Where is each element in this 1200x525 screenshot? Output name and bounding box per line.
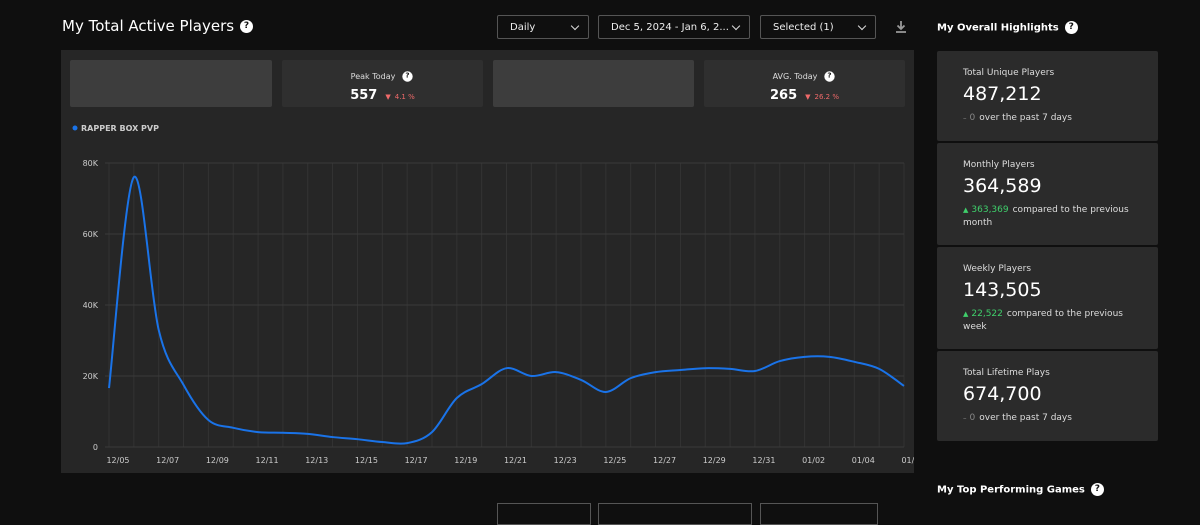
x-tick-label: 12/31 [752, 456, 775, 465]
interval-select[interactable]: Daily [497, 15, 589, 39]
change-note: compared to the previous month [963, 205, 1129, 228]
date-select[interactable]: Dec 5, 2024 - Jan 6, 2... [598, 15, 750, 39]
interval: Daily [510, 22, 536, 33]
help-icon[interactable]: ? [824, 71, 836, 82]
stat-row: 557 ▼ 4.1 % [282, 84, 483, 103]
highlight-label: Monthly Players [963, 160, 1035, 170]
page-title: My Total Active Players [62, 17, 235, 35]
change-value: 363,369 [971, 205, 1009, 215]
select-box[interactable] [598, 503, 752, 525]
trend-icon: ▲ [963, 206, 969, 214]
title-row: My Total Active Players? [62, 17, 254, 35]
x-tick-label: 12/13 [305, 456, 328, 465]
download-icon[interactable] [894, 20, 908, 34]
x-tick-label: 12/19 [454, 456, 477, 465]
highlight-value: 143,505 [963, 279, 1042, 301]
x-tick-label: 12/21 [504, 456, 527, 465]
select-box[interactable] [760, 503, 878, 525]
x-tick-label: 12/09 [206, 456, 229, 465]
help-icon[interactable]: ? [402, 71, 414, 82]
highlight-label: Total Lifetime Plays [963, 368, 1050, 378]
highlight-change: –0 over the past 7 days [963, 112, 1143, 125]
stat-value: 557 [350, 88, 378, 103]
highlight-change: –0 over the past 7 days [963, 412, 1143, 425]
change-value: 22,522 [971, 309, 1003, 319]
series-line [108, 176, 905, 445]
y-tick-label: 80K [83, 159, 99, 168]
highlight-card: Total Lifetime Plays 674,700 –0 over the pa… [937, 351, 1158, 441]
x-tick-label: 01/06 [901, 456, 914, 465]
highlight-change: ▲ 22,522 compared to the previous week [963, 308, 1143, 334]
series-select[interactable]: Selected (1) [760, 15, 876, 39]
trend-icon: – [963, 114, 967, 122]
stat-label: Peak Today [350, 72, 396, 81]
down-arrow: ▼ [385, 93, 391, 101]
stat-card: AVG. Today? 265 ▼ 26.2 % [704, 60, 905, 107]
highlight-value: 364,589 [963, 175, 1042, 197]
stat-row: 265 ▼ 26.2 % [704, 84, 905, 103]
stat-card: Peak Today? 557 ▼ 4.1 % [282, 60, 483, 107]
x-tick-label: 12/07 [156, 456, 179, 465]
highlights-title: My Overall Highlights [937, 22, 1059, 34]
down-arrow: ▼ [805, 93, 811, 101]
change-note: over the past 7 days [979, 413, 1072, 423]
change-value: 0 [969, 413, 976, 423]
x-tick-label: 12/25 [603, 456, 626, 465]
y-tick-label: 0 [93, 443, 98, 452]
highlight-label: Weekly Players [963, 264, 1032, 274]
highlights-header: My Overall Highlights? [937, 21, 1078, 34]
highlight-label: Total Unique Players [963, 68, 1055, 78]
x-tick-label: 12/15 [355, 456, 378, 465]
y-tick-label: 40K [83, 301, 99, 310]
y-tick-label: 60K [83, 230, 99, 239]
blank-card [70, 60, 272, 107]
stat-label-row: Peak Today? [282, 70, 483, 83]
change-note: compared to the previous week [963, 309, 1123, 332]
x-tick-label: 12/17 [405, 456, 428, 465]
date-range: Dec 5, 2024 - Jan 6, 2... [611, 22, 729, 33]
highlight-card: Monthly Players 364,589 ▲ 363,369 compared t… [937, 143, 1158, 245]
change-value: 0 [969, 113, 976, 123]
highlight-value: 674,700 [963, 383, 1042, 405]
highlight-change: ▲ 363,369 compared to the previous month [963, 204, 1143, 230]
trend-icon: – [963, 414, 967, 422]
top-games-title: My Top Performing Games [937, 484, 1085, 496]
stat-label-row: AVG. Today? [704, 70, 905, 83]
help-icon[interactable]: ? [1064, 21, 1078, 34]
legend-marker [72, 125, 78, 131]
page: My Total Active Players? Daily Dec 5, 20… [0, 0, 1200, 512]
legend-label: RAPPER BOX PVP [81, 124, 159, 133]
chart-panel [61, 50, 914, 473]
blank-card [493, 60, 694, 107]
selection: Selected (1) [773, 22, 834, 33]
trend-icon: ▲ [963, 310, 969, 318]
highlight-card: Total Unique Players 487,212 –0 over the pa… [937, 51, 1158, 141]
highlight-card: Weekly Players 143,505 ▲ 22,522 compared to … [937, 247, 1158, 349]
stat-change: 4.1 % [394, 93, 415, 101]
x-tick-label: 01/02 [802, 456, 825, 465]
stat-change: 26.2 % [814, 93, 839, 101]
help-icon[interactable]: ? [1090, 483, 1104, 496]
x-tick-label: 12/27 [653, 456, 676, 465]
change-note: over the past 7 days [979, 113, 1072, 123]
highlight-value: 487,212 [963, 83, 1042, 105]
stat-label: AVG. Today [772, 72, 818, 81]
x-tick-label: 12/11 [256, 456, 279, 465]
x-tick-label: 12/05 [106, 456, 129, 465]
x-tick-label: 12/29 [703, 456, 726, 465]
top-games-header: My Top Performing Games? [937, 483, 1104, 496]
x-tick-label: 01/04 [852, 456, 875, 465]
select-box[interactable] [497, 503, 591, 525]
help-icon[interactable]: ? [240, 20, 254, 33]
stat-value: 265 [770, 88, 798, 103]
chart: 12/05 12/07 12/09 12/11 12/13 12/15 12/17 12/19… [72, 124, 914, 465]
y-tick-label: 20K [83, 372, 99, 381]
x-tick-label: 12/23 [554, 456, 577, 465]
